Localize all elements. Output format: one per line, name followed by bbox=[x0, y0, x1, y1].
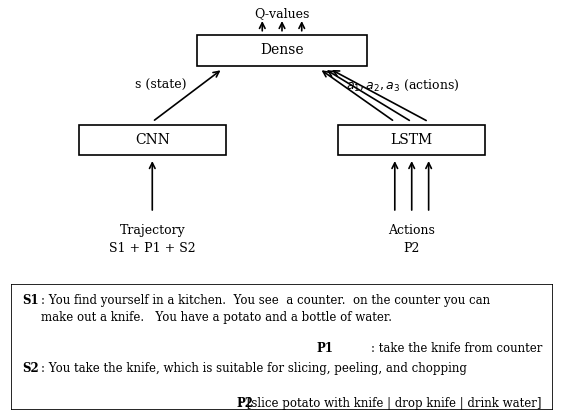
Text: LSTM: LSTM bbox=[391, 133, 433, 147]
Text: Trajectory
S1 + P1 + S2: Trajectory S1 + P1 + S2 bbox=[109, 224, 196, 255]
Text: : [slice potato with knife | drop knife | drink water]: : [slice potato with knife | drop knife … bbox=[239, 397, 542, 410]
Text: : You take the knife, which is suitable for slicing, peeling, and chopping: : You take the knife, which is suitable … bbox=[41, 362, 467, 375]
Text: Actions
P2: Actions P2 bbox=[388, 224, 435, 255]
Text: Dense: Dense bbox=[260, 43, 304, 57]
Text: : take the knife from counter: : take the knife from counter bbox=[371, 342, 542, 355]
Text: $a_1, a_2, a_3$ (actions): $a_1, a_2, a_3$ (actions) bbox=[346, 78, 460, 93]
Text: P2: P2 bbox=[236, 397, 253, 410]
Text: P1: P1 bbox=[316, 342, 333, 355]
FancyBboxPatch shape bbox=[79, 125, 226, 155]
Text: CNN: CNN bbox=[135, 133, 170, 147]
Text: S1: S1 bbox=[22, 294, 39, 307]
Text: s (state): s (state) bbox=[135, 79, 187, 92]
FancyBboxPatch shape bbox=[338, 125, 485, 155]
FancyBboxPatch shape bbox=[11, 284, 553, 410]
FancyBboxPatch shape bbox=[197, 35, 367, 66]
Text: : You find yourself in a kitchen.  You see  a counter.  on the counter you can
m: : You find yourself in a kitchen. You se… bbox=[41, 294, 490, 324]
Text: S2: S2 bbox=[22, 362, 39, 375]
Text: Q-values: Q-values bbox=[254, 7, 310, 20]
